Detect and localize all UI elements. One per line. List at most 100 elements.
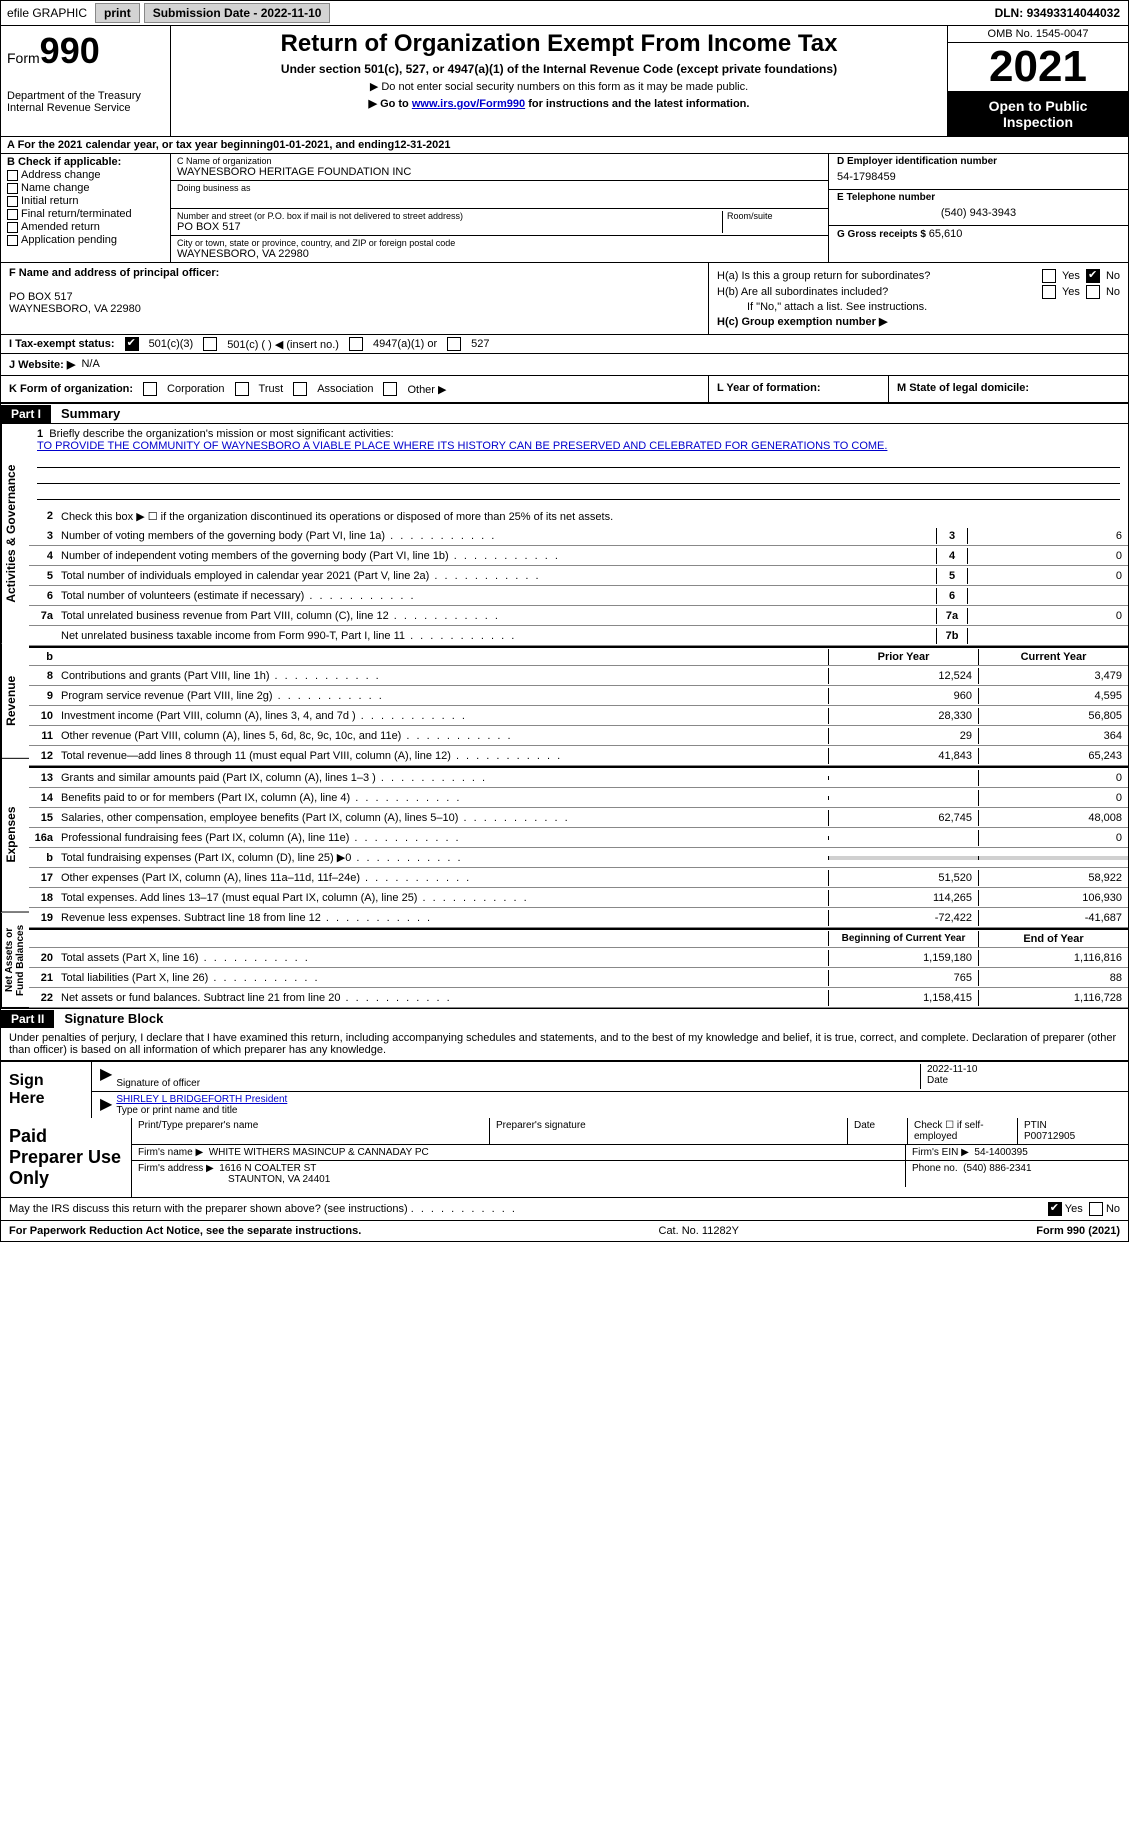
summary-line: 15 Salaries, other compensation, employe…: [29, 808, 1128, 828]
paid-label: Paid Preparer Use Only: [1, 1118, 131, 1197]
firm-addr: Firm's address ▶ 1616 N COALTER ST STAUN…: [132, 1161, 906, 1187]
hb-no-checkbox[interactable]: [1086, 285, 1100, 299]
arrow-icon: ▶: [100, 1064, 112, 1089]
form-number: Form990: [7, 30, 164, 72]
print-button[interactable]: print: [95, 3, 140, 23]
ln-current: 0: [978, 830, 1128, 846]
ln-num: 10: [29, 708, 57, 724]
discuss-q: May the IRS discuss this return with the…: [9, 1203, 1048, 1215]
firm-ph-lbl: Phone no.: [912, 1163, 958, 1174]
checkbox-icon: [7, 170, 18, 181]
k-corp-checkbox[interactable]: [143, 382, 157, 396]
j-lbl: J Website: ▶: [9, 358, 75, 371]
chk-address-change[interactable]: Address change: [7, 169, 164, 181]
section-c: C Name of organization WAYNESBORO HERITA…: [171, 154, 828, 262]
sub3-pre: ▶ Go to: [369, 98, 412, 110]
chk-name-change[interactable]: Name change: [7, 182, 164, 194]
firm-ein-lbl: Firm's EIN ▶: [912, 1147, 969, 1158]
form-ref: Form 990 (2021): [1036, 1225, 1120, 1237]
ln-text: Other revenue (Part VIII, column (A), li…: [57, 728, 828, 744]
part1-tag: Part I: [1, 405, 51, 423]
section-l: L Year of formation:: [708, 376, 888, 402]
ln-text: Net unrelated business taxable income fr…: [57, 628, 936, 644]
ln-num: 21: [29, 970, 57, 986]
signer-name[interactable]: SHIRLEY L BRIDGEFORTH President: [116, 1094, 287, 1105]
ln-text: Total assets (Part X, line 16): [57, 950, 828, 966]
summary-line: 20 Total assets (Part X, line 16) 1,159,…: [29, 948, 1128, 968]
summary-line: 17 Other expenses (Part IX, column (A), …: [29, 868, 1128, 888]
i-501c-checkbox[interactable]: [203, 337, 217, 351]
opt-5: Application pending: [21, 234, 117, 246]
l1-val: TO PROVIDE THE COMMUNITY OF WAYNESBORO A…: [37, 440, 887, 452]
col-begin: Beginning of Current Year: [828, 931, 978, 946]
ln-val: [968, 634, 1128, 638]
dept-treasury: Department of the Treasury: [7, 90, 164, 102]
efile-label: efile GRAPHIC: [1, 6, 93, 20]
k-other-checkbox[interactable]: [383, 382, 397, 396]
ln-current: -41,687: [978, 910, 1128, 926]
summary-line: 9 Program service revenue (Part VIII, li…: [29, 686, 1128, 706]
k-trust-checkbox[interactable]: [235, 382, 249, 396]
firm-addr-lbl: Firm's address ▶: [138, 1163, 214, 1174]
header-center: Return of Organization Exempt From Incom…: [171, 26, 948, 136]
submission-date-value: 2022-11-10: [261, 6, 322, 20]
section-b-hdr: B Check if applicable:: [7, 156, 164, 168]
ln-current: [978, 856, 1128, 860]
summary-line: 7a Total unrelated business revenue from…: [29, 606, 1128, 626]
discuss-yes-checkbox[interactable]: [1048, 1202, 1062, 1216]
paid-right: Print/Type preparer's name Preparer's si…: [131, 1118, 1128, 1197]
part2-header: Part II Signature Block: [0, 1009, 1129, 1028]
line-1: 1 Briefly describe the organization's mi…: [29, 424, 1128, 506]
line-a-end: 12-31-2021: [394, 139, 450, 151]
m-lbl: M State of legal domicile:: [897, 382, 1029, 394]
part2-tag: Part II: [1, 1010, 54, 1028]
opt-1: Name change: [21, 182, 90, 194]
ln-num: 18: [29, 890, 57, 906]
summary-line: b Total fundraising expenses (Part IX, c…: [29, 848, 1128, 868]
i-4947-checkbox[interactable]: [349, 337, 363, 351]
i-527-checkbox[interactable]: [447, 337, 461, 351]
ln-box: 7a: [936, 608, 968, 624]
signer-name-lbl: Type or print name and title: [116, 1105, 1120, 1116]
summary-line: 18 Total expenses. Add lines 13–17 (must…: [29, 888, 1128, 908]
ln-prior: [828, 776, 978, 780]
col-hdr-spacer: [57, 655, 828, 659]
irs-link[interactable]: www.irs.gov/Form990: [412, 98, 525, 110]
checkbox-icon: [7, 183, 18, 194]
chk-final-return[interactable]: Final return/terminated: [7, 208, 164, 220]
line-2: 2 Check this box ▶ ☐ if the organization…: [29, 506, 1128, 526]
ln-box: 6: [936, 588, 968, 604]
k-assoc-checkbox[interactable]: [293, 382, 307, 396]
ln-prior: [828, 836, 978, 840]
org-name-box: C Name of organization WAYNESBORO HERITA…: [171, 154, 828, 181]
net-hdr-spacer-n: [29, 937, 57, 941]
discuss-no-checkbox[interactable]: [1089, 1202, 1103, 1216]
section-h: H(a) Is this a group return for subordin…: [708, 263, 1128, 334]
chk-initial-return[interactable]: Initial return: [7, 195, 164, 207]
ptin-lbl: PTIN: [1024, 1120, 1122, 1131]
paid-r1: Print/Type preparer's name Preparer's si…: [132, 1118, 1128, 1145]
hb-yes-checkbox[interactable]: [1042, 285, 1056, 299]
ha-yes-checkbox[interactable]: [1042, 269, 1056, 283]
mission-blank-3: [37, 486, 1120, 500]
chk-application-pending[interactable]: Application pending: [7, 234, 164, 246]
exp-lines: 13 Grants and similar amounts paid (Part…: [29, 766, 1128, 928]
col-prior: Prior Year: [828, 649, 978, 665]
ln-num: 19: [29, 910, 57, 926]
checkbox-icon: [7, 235, 18, 246]
addr-box: Number and street (or P.O. box if mail i…: [171, 209, 828, 236]
summary-content: 1 Briefly describe the organization's mi…: [29, 424, 1128, 1008]
ha-no-checkbox[interactable]: [1086, 269, 1100, 283]
submission-date-button[interactable]: Submission Date - 2022-11-10: [144, 3, 331, 23]
tel-box: E Telephone number (540) 943-3943: [829, 190, 1128, 226]
ln-text: Total number of volunteers (estimate if …: [57, 588, 936, 604]
summary-line: 19 Revenue less expenses. Subtract line …: [29, 908, 1128, 928]
paid-r2: Firm's name ▶ WHITE WITHERS MASINCUP & C…: [132, 1145, 1128, 1161]
ln-box: 7b: [936, 628, 968, 644]
ln-prior: 765: [828, 970, 978, 986]
chk-amended-return[interactable]: Amended return: [7, 221, 164, 233]
form-word: Form: [7, 50, 40, 66]
paperwork-notice: For Paperwork Reduction Act Notice, see …: [9, 1225, 361, 1237]
section-d: D Employer identification number 54-1798…: [828, 154, 1128, 262]
i-501c3-checkbox[interactable]: [125, 337, 139, 351]
